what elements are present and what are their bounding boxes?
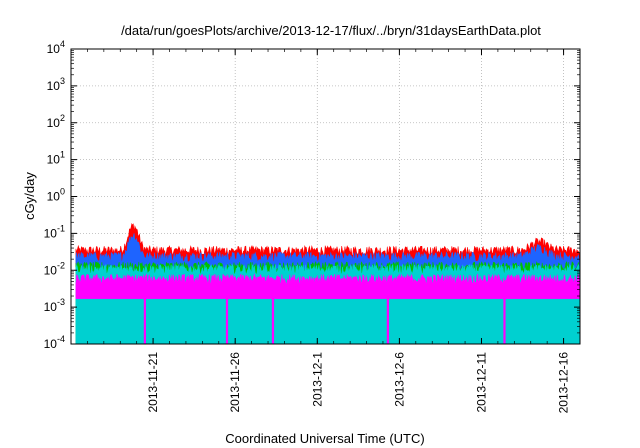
y-tick-label: 10-4 bbox=[44, 334, 65, 351]
y-tick-label: 103 bbox=[47, 76, 65, 93]
y-tick-label: 10-1 bbox=[44, 223, 65, 240]
x-axis-label: Coordinated Universal Time (UTC) bbox=[225, 431, 424, 446]
axis-ticks: 10-4 10-3 10-2 10-1 100 101 102 103 104 2013-11-2… bbox=[44, 39, 581, 414]
x-tick-label: 2013-12-11 bbox=[474, 352, 488, 413]
x-tick-label: 2013-12-1 bbox=[310, 352, 324, 407]
series-area bbox=[75, 273, 580, 299]
y-tick-label: 100 bbox=[47, 187, 65, 204]
y-tick-label: 104 bbox=[47, 39, 65, 56]
chart-title: /data/run/goesPlots/archive/2013-12-17/f… bbox=[121, 23, 541, 38]
y-tick-label: 102 bbox=[47, 113, 65, 130]
y-tick-label: 10-2 bbox=[44, 260, 65, 277]
x-tick-label: 2013-11-26 bbox=[228, 352, 242, 413]
y-tick-label: 10-3 bbox=[44, 297, 65, 314]
x-tick-label: 2013-12-16 bbox=[557, 352, 571, 414]
x-tick-label: 2013-12-6 bbox=[392, 352, 406, 407]
y-axis-label: cGy/day bbox=[22, 172, 37, 220]
y-tick-label: 101 bbox=[47, 150, 65, 167]
series-layer bbox=[75, 222, 580, 345]
x-tick-label: 2013-11-21 bbox=[146, 352, 160, 413]
